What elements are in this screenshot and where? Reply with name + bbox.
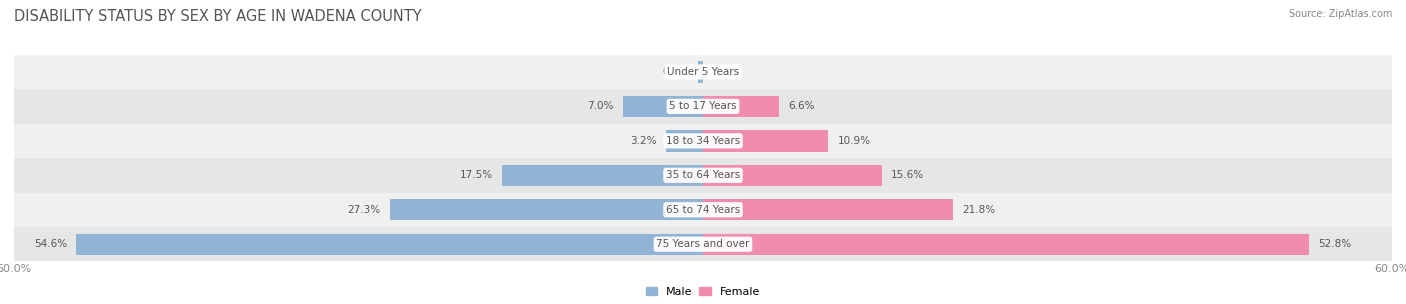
Bar: [703, 165, 882, 186]
Text: 6.6%: 6.6%: [787, 102, 814, 111]
Text: 75 Years and over: 75 Years and over: [657, 239, 749, 249]
Text: 65 to 74 Years: 65 to 74 Years: [666, 205, 740, 215]
Bar: [666, 130, 703, 151]
Text: DISABILITY STATUS BY SEX BY AGE IN WADENA COUNTY: DISABILITY STATUS BY SEX BY AGE IN WADEN…: [14, 9, 422, 24]
Bar: [502, 165, 703, 186]
Bar: [703, 96, 779, 117]
Bar: [703, 130, 828, 151]
Bar: [703, 199, 953, 220]
Text: 52.8%: 52.8%: [1319, 239, 1351, 249]
Text: 0.4%: 0.4%: [662, 67, 689, 77]
Bar: [14, 89, 1392, 124]
Text: 54.6%: 54.6%: [34, 239, 67, 249]
Legend: Male, Female: Male, Female: [641, 282, 765, 301]
Bar: [76, 233, 703, 255]
Bar: [14, 55, 1392, 89]
Text: 7.0%: 7.0%: [588, 102, 613, 111]
Text: 3.2%: 3.2%: [630, 136, 657, 146]
Text: 35 to 64 Years: 35 to 64 Years: [666, 170, 740, 180]
Bar: [14, 192, 1392, 227]
Text: 5 to 17 Years: 5 to 17 Years: [669, 102, 737, 111]
Text: 10.9%: 10.9%: [838, 136, 870, 146]
Text: 17.5%: 17.5%: [460, 170, 494, 180]
Bar: [703, 233, 1309, 255]
Bar: [14, 158, 1392, 192]
Bar: [623, 96, 703, 117]
Bar: [14, 227, 1392, 261]
Text: 18 to 34 Years: 18 to 34 Years: [666, 136, 740, 146]
Text: 21.8%: 21.8%: [963, 205, 995, 215]
Bar: [699, 61, 703, 83]
Text: 0.0%: 0.0%: [713, 67, 738, 77]
Text: Source: ZipAtlas.com: Source: ZipAtlas.com: [1288, 9, 1392, 19]
Text: 15.6%: 15.6%: [891, 170, 924, 180]
Text: 27.3%: 27.3%: [347, 205, 381, 215]
Text: Under 5 Years: Under 5 Years: [666, 67, 740, 77]
Bar: [389, 199, 703, 220]
Bar: [14, 124, 1392, 158]
